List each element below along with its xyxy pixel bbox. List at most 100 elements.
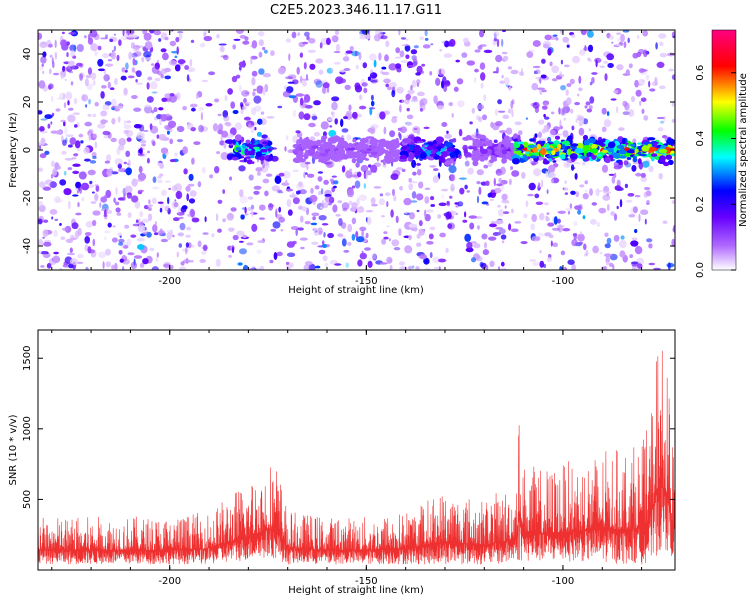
spectrogram-noise-cell xyxy=(105,209,113,214)
spectrogram-noise-cell xyxy=(164,67,171,73)
spectrogram-noise-cell xyxy=(64,170,67,176)
spectrogram-noise-cell xyxy=(59,179,67,186)
spectrogram-noise-cell xyxy=(326,37,331,46)
spectrogram-signal-cell xyxy=(626,140,632,147)
spectrogram-noise-cell xyxy=(457,100,465,108)
spectrogram-noise-cell xyxy=(47,180,52,187)
spectrogram-noise-cell xyxy=(281,182,290,186)
spectrogram-noise-cell xyxy=(151,266,159,270)
spectrogram-noise-cell xyxy=(86,83,93,91)
spectrogram-noise-cell xyxy=(310,222,318,226)
spectrogram-noise-cell xyxy=(569,203,573,209)
spectrogram-noise-cell xyxy=(219,140,225,146)
spectrogram-noise-cell xyxy=(423,257,430,265)
spectrogram-signal-cell xyxy=(551,150,556,156)
spectrogram-noise-cell xyxy=(344,84,351,90)
spectrogram-noise-cell xyxy=(335,76,344,85)
spectrogram-noise-cell xyxy=(182,259,191,264)
spectrogram-noise-cell xyxy=(66,52,69,58)
spectrogram-signal-cell xyxy=(245,139,251,144)
spectrogram-noise-cell xyxy=(298,181,303,187)
spectrogram-noise-cell xyxy=(251,40,258,49)
spectrogram-noise-cell xyxy=(445,247,449,253)
spectrogram-noise-cell xyxy=(596,221,601,227)
spectrogram-noise-cell xyxy=(167,207,171,215)
spectrogram-noise-cell xyxy=(131,95,138,99)
spectrogram-noise-cell xyxy=(53,229,58,237)
spectrogram-signal-cell xyxy=(299,136,303,144)
spectrogram-noise-cell xyxy=(70,49,75,57)
spectrogram-noise-cell xyxy=(484,242,487,249)
spectrogram-signal-cell xyxy=(246,159,253,165)
spectrogram-noise-cell xyxy=(473,243,481,249)
spectrogram-noise-cell xyxy=(152,224,158,233)
spectrogram-noise-cell xyxy=(185,234,191,238)
spectrogram-noise-cell xyxy=(123,245,129,249)
spectrogram-noise-cell xyxy=(289,194,297,198)
spectrogram-noise-cell xyxy=(492,232,501,236)
spectrogram-noise-cell xyxy=(671,102,675,107)
spectrogram-noise-cell xyxy=(140,136,145,141)
spectrogram-noise-cell xyxy=(299,52,303,58)
spectrogram-noise-cell xyxy=(419,254,427,260)
spectrogram-noise-cell xyxy=(104,160,111,164)
spectrogram-noise-cell xyxy=(253,190,260,195)
spectrogram-signal-cell xyxy=(317,141,322,146)
spectrogram-noise-cell xyxy=(130,234,137,238)
spectrogram-noise-cell xyxy=(88,98,92,105)
spectrogram-noise-cell xyxy=(474,68,479,73)
spectrogram-noise-cell xyxy=(169,265,174,270)
spectrogram-noise-cell xyxy=(624,102,630,111)
spectrogram-noise-cell xyxy=(60,39,67,47)
spectrogram-noise-cell xyxy=(320,80,328,83)
spectrogram-noise-cell xyxy=(539,250,542,254)
spectrogram-noise-cell xyxy=(91,191,95,194)
spectrogram-noise-cell xyxy=(556,75,563,80)
spectrogram-noise-cell xyxy=(372,253,377,260)
spectrogram-noise-cell xyxy=(327,118,333,121)
spectrogram-noise-cell xyxy=(73,153,79,157)
spectrogram-noise-cell xyxy=(571,239,578,247)
spectrogram-noise-cell xyxy=(553,216,558,225)
spectrogram-noise-cell xyxy=(671,238,675,247)
spectrogram-noise-cell xyxy=(449,195,453,199)
spectrogram-noise-cell xyxy=(446,130,449,134)
spectrogram-noise-cell xyxy=(558,107,561,115)
spectrogram-noise-cell xyxy=(177,59,186,65)
spectrogram-signal-cell xyxy=(601,149,609,153)
spectrogram-noise-cell xyxy=(624,102,630,111)
spectrogram-noise-cell xyxy=(341,128,349,133)
spectrogram-noise-cell xyxy=(85,104,88,108)
spectrogram-noise-cell xyxy=(126,238,132,247)
spectrogram-noise-cell xyxy=(361,82,368,87)
spectrogram-noise-cell xyxy=(631,261,638,267)
spectrogram-noise-cell xyxy=(178,243,182,248)
spectrogram-noise-cell xyxy=(87,246,92,254)
spectrogram-noise-cell xyxy=(62,139,67,146)
spectrogram-noise-cell xyxy=(368,53,377,61)
spectrogram-noise-cell xyxy=(146,96,154,103)
spectrogram-noise-cell xyxy=(507,201,510,204)
spectrogram-noise-cell xyxy=(229,176,233,181)
spectrogram-noise-cell xyxy=(151,110,155,114)
spectrogram-noise-cell xyxy=(152,176,157,183)
spectrogram-noise-cell xyxy=(222,189,225,194)
spectrogram-noise-cell xyxy=(149,30,155,34)
spectrogram-noise-cell xyxy=(71,222,79,230)
spectrogram-noise-cell xyxy=(341,238,347,247)
spectrogram-noise-cell xyxy=(138,165,143,174)
spectrogram-noise-cell xyxy=(445,211,452,220)
spectrogram-noise-cell xyxy=(148,199,151,204)
spectrogram-noise-cell xyxy=(132,49,140,52)
spectrogram-noise-cell xyxy=(137,224,146,233)
spectrogram-noise-cell xyxy=(70,65,79,70)
spectrogram-noise-cell xyxy=(297,32,301,36)
spectrogram-noise-cell xyxy=(333,180,339,185)
spectrogram-noise-cell xyxy=(324,194,332,197)
spectrogram-noise-cell xyxy=(432,256,440,264)
spectrogram-noise-cell xyxy=(564,192,569,195)
spectrogram-noise-cell xyxy=(187,67,196,73)
spectrogram-noise-cell xyxy=(183,168,188,175)
spectrogram-signal-cell xyxy=(351,157,357,164)
spectrogram-noise-cell xyxy=(152,140,156,147)
